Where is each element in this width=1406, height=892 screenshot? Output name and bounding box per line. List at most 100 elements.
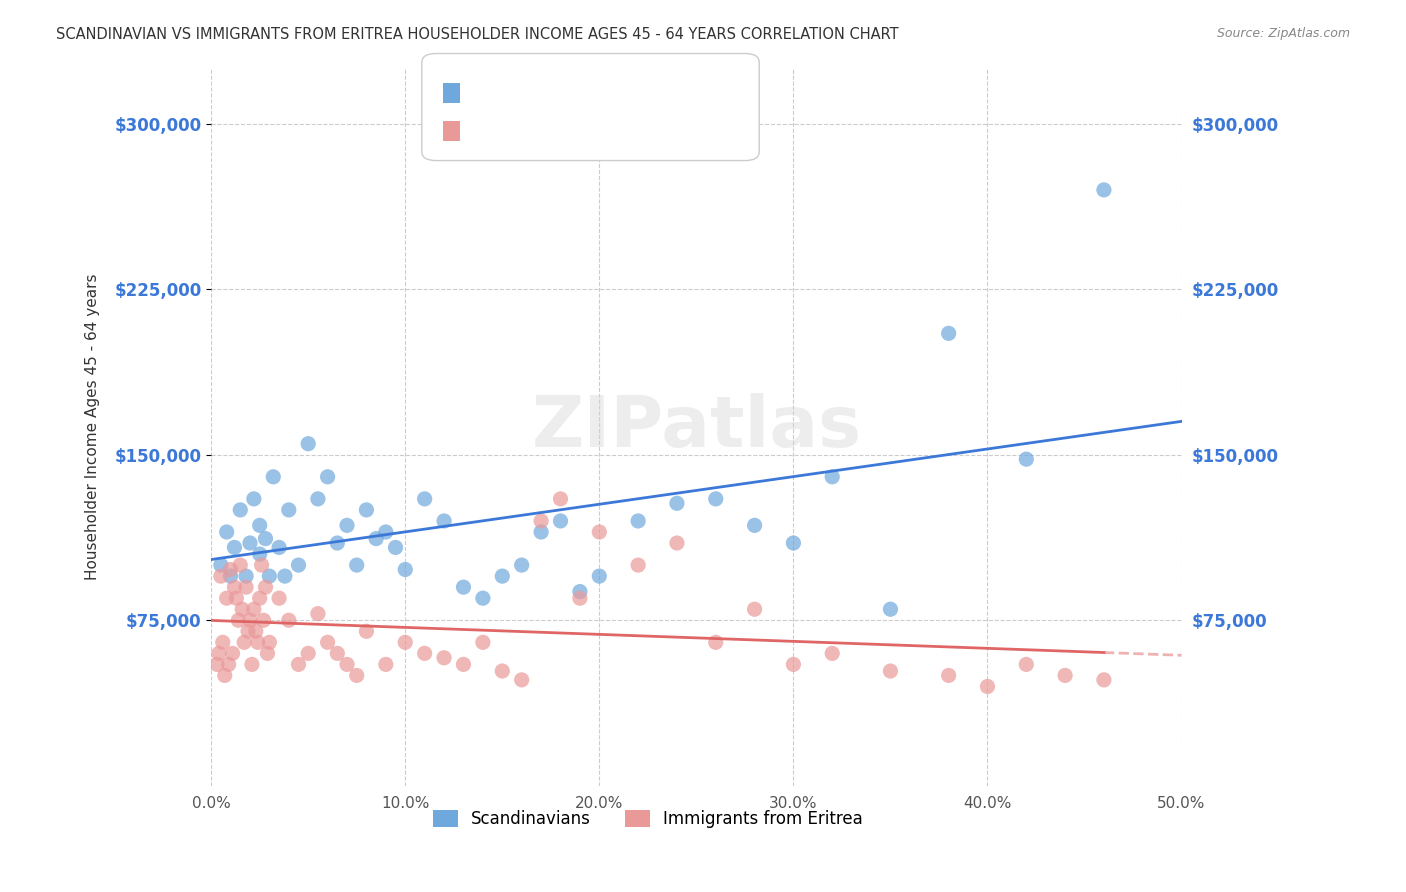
Point (550, 514, 572, 528)
Point (225, 591, 247, 606)
Point (356, 503, 378, 517)
Point (453, 657, 475, 672)
Point (239, 613, 262, 627)
Point (336, 657, 359, 672)
Point (394, 562, 416, 576)
Point (374, 657, 396, 672)
Point (1054, 668, 1077, 682)
Point (246, 635, 269, 649)
Point (228, 613, 250, 627)
Point (236, 624, 259, 639)
Point (510, 673, 533, 687)
Point (287, 657, 309, 672)
Point (821, 646, 844, 660)
Point (433, 514, 456, 528)
Point (224, 541, 246, 555)
Point (530, 514, 553, 528)
Point (366, 532, 388, 546)
Point (243, 602, 266, 616)
Point (307, 491, 329, 506)
Legend: Scandinavians, Immigrants from Eritrea: Scandinavians, Immigrants from Eritrea (426, 804, 869, 835)
Point (267, 541, 290, 555)
Point (1015, 657, 1038, 672)
Point (588, 569, 610, 583)
Point (704, 491, 727, 506)
Point (219, 569, 242, 583)
Point (744, 518, 766, 533)
Point (433, 650, 456, 665)
Point (250, 558, 273, 573)
Point (782, 536, 804, 550)
Point (259, 635, 281, 649)
Point (471, 635, 494, 649)
Point (568, 591, 591, 606)
Point (627, 558, 650, 573)
Point (297, 646, 319, 660)
Point (744, 602, 766, 616)
Point (231, 602, 253, 616)
Point (782, 657, 804, 672)
Point (491, 664, 513, 678)
Point (316, 635, 339, 649)
Point (1092, 183, 1115, 197)
Point (821, 470, 844, 484)
Point (221, 646, 243, 660)
Point (259, 569, 281, 583)
Point (976, 680, 998, 694)
Point (267, 591, 290, 606)
Point (214, 668, 236, 682)
Text: R = -0.343   N = 62: R = -0.343 N = 62 (464, 120, 614, 134)
Point (262, 470, 284, 484)
Point (249, 547, 271, 561)
Point (326, 646, 349, 660)
Point (240, 657, 263, 672)
Point (224, 580, 246, 594)
Y-axis label: Householder Income Ages 45 - 64 years: Householder Income Ages 45 - 64 years (86, 274, 100, 581)
Point (208, 646, 231, 660)
Point (879, 664, 901, 678)
Point (336, 518, 359, 533)
Point (229, 503, 252, 517)
Point (665, 536, 688, 550)
Point (588, 524, 610, 539)
Point (568, 584, 591, 599)
Point (413, 491, 436, 506)
Point (510, 558, 533, 573)
Point (215, 524, 238, 539)
Point (215, 591, 238, 606)
Point (209, 558, 232, 573)
Point (356, 624, 378, 639)
Point (346, 668, 368, 682)
Text: SCANDINAVIAN VS IMMIGRANTS FROM ERITREA HOUSEHOLDER INCOME AGES 45 - 64 YEARS CO: SCANDINAVIAN VS IMMIGRANTS FROM ERITREA … (56, 27, 898, 42)
Point (249, 518, 271, 533)
Point (346, 558, 368, 573)
Point (274, 569, 297, 583)
Point (254, 580, 277, 594)
Point (384, 541, 406, 555)
Point (277, 613, 299, 627)
Point (243, 491, 266, 506)
Point (239, 536, 262, 550)
Point (491, 569, 513, 583)
Text: ZIPatlas: ZIPatlas (531, 392, 862, 462)
Point (249, 591, 271, 606)
Point (235, 580, 257, 594)
Point (219, 562, 242, 576)
Point (413, 646, 436, 660)
Point (374, 524, 396, 539)
Point (530, 524, 553, 539)
Point (879, 602, 901, 616)
Point (277, 503, 299, 517)
Point (252, 613, 274, 627)
Point (453, 580, 475, 594)
Point (938, 668, 960, 682)
Point (205, 657, 228, 672)
Point (665, 496, 688, 510)
Point (938, 326, 960, 341)
Point (394, 635, 416, 649)
Point (1092, 673, 1115, 687)
Point (256, 646, 278, 660)
Point (287, 558, 309, 573)
Point (235, 569, 257, 583)
Point (211, 635, 233, 649)
